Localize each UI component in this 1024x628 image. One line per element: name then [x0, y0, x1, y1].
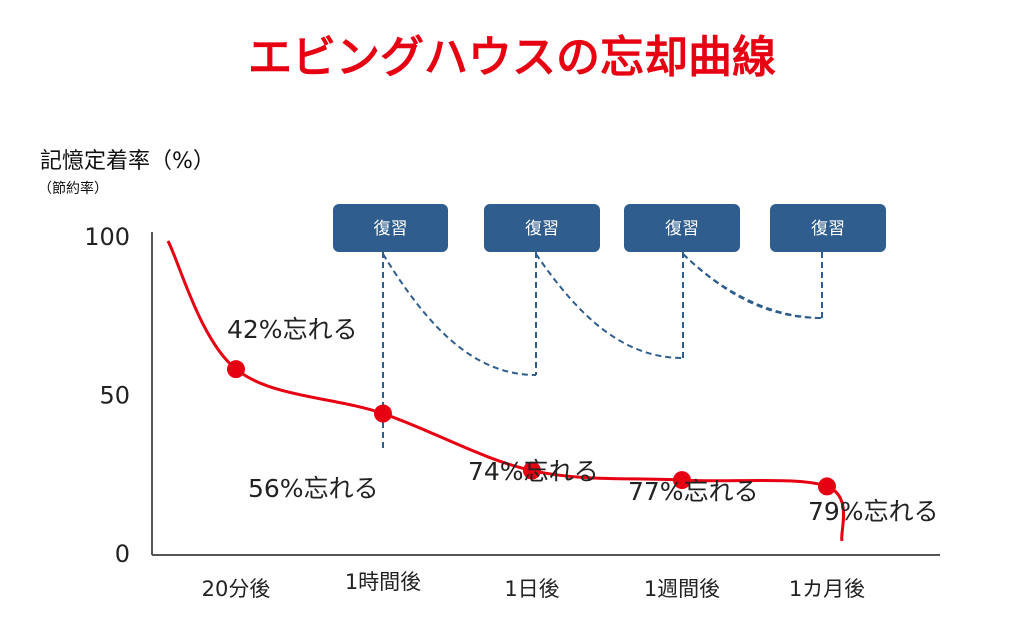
- review-marker: 復習: [333, 204, 537, 452]
- review-marker: 復習: [624, 204, 823, 358]
- x-category-label: 1日後: [504, 577, 559, 601]
- y-tick-label: 50: [99, 382, 130, 410]
- review-marker: 復習: [484, 204, 684, 375]
- review-box-label: 復習: [665, 219, 699, 239]
- data-points: [227, 360, 836, 496]
- y-axis-subtitle: （節約率）: [38, 180, 108, 197]
- review-box: [770, 204, 886, 252]
- x-category-labels: 20分後 1時間後 1日後 1週間後 1カ月後: [202, 570, 866, 601]
- review-marker: 復習: [770, 204, 886, 318]
- data-point: [818, 477, 836, 496]
- point-label: 74%忘れる: [468, 457, 599, 486]
- x-category-label: 1週間後: [644, 577, 720, 601]
- y-axis-title: 記憶定着率（%）: [40, 149, 215, 174]
- y-tick-labels: 0 50 100: [84, 223, 130, 568]
- review-box: [484, 204, 600, 252]
- point-label: 56%忘れる: [248, 474, 379, 503]
- review-decay-curve: [682, 253, 823, 319]
- data-point: [673, 471, 691, 490]
- review-box: [624, 204, 740, 252]
- review-decay-curve: [382, 253, 537, 376]
- x-category-label: 20分後: [202, 577, 271, 601]
- review-box-label: 復習: [525, 219, 559, 239]
- review-markers: 復習 復習 復習 復習: [333, 204, 886, 452]
- data-point: [523, 461, 541, 480]
- axes: [151, 232, 940, 556]
- y-tick-label: 100: [84, 223, 130, 251]
- x-category-label: 1カ月後: [789, 577, 865, 601]
- review-box-label: 復習: [811, 219, 845, 239]
- y-tick-label: 0: [115, 540, 130, 568]
- point-label: 42%忘れる: [227, 315, 358, 344]
- review-decay-curve: [535, 253, 684, 359]
- point-labels: 42%忘れる 56%忘れる 74%忘れる 77%忘れる 79%忘れる: [227, 315, 939, 526]
- data-point: [227, 360, 245, 379]
- review-box-label: 復習: [374, 219, 408, 239]
- review-decay-curve: [682, 253, 823, 319]
- data-point: [374, 404, 392, 423]
- point-label: 77%忘れる: [628, 477, 759, 506]
- point-label: 79%忘れる: [808, 497, 939, 526]
- review-box: [333, 204, 448, 252]
- chart-title: エビングハウスの忘却曲線: [248, 32, 776, 83]
- x-category-label: 1時間後: [345, 570, 421, 594]
